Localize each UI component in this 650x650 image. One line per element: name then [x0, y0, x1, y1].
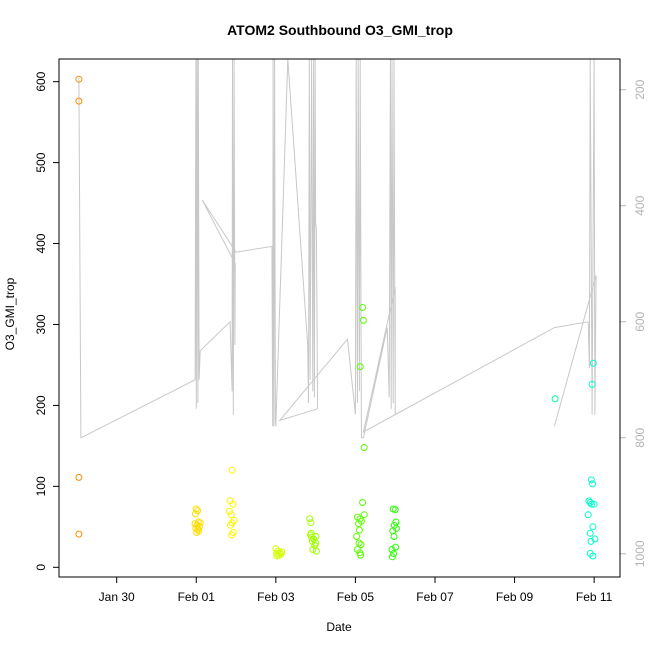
data-point	[359, 304, 367, 311]
data-point	[307, 519, 315, 527]
data-point	[278, 548, 286, 556]
right-tick-label: 600	[633, 311, 647, 331]
x-tick-label: Jan 30	[99, 590, 135, 604]
x-tick-label: Feb 09	[496, 590, 534, 604]
data-point	[391, 506, 399, 514]
data-point	[551, 395, 559, 403]
data-point	[356, 363, 364, 371]
data-point	[227, 521, 234, 529]
data-point	[193, 529, 201, 536]
y-tick-label: 100	[34, 476, 48, 496]
data-point	[196, 519, 204, 527]
data-point	[229, 500, 237, 508]
data-point	[75, 97, 83, 105]
data-point	[273, 552, 281, 560]
x-tick-label: Feb 11	[576, 590, 613, 604]
data-point	[586, 499, 594, 506]
data-point	[587, 500, 595, 508]
right-tick-label: 800	[633, 427, 647, 447]
data-point	[307, 529, 315, 537]
data-point	[586, 529, 594, 537]
data-point	[390, 533, 398, 540]
data-point	[587, 537, 595, 545]
y-tick-label: 600	[34, 71, 48, 91]
right-tick-label: 200	[633, 79, 647, 99]
data-point	[75, 473, 83, 481]
data-point	[312, 547, 320, 555]
data-point	[388, 546, 396, 553]
data-point	[587, 476, 595, 484]
flight-track-layer	[78, 58, 597, 439]
data-point	[590, 500, 598, 508]
data-point	[75, 530, 83, 538]
axes-layer: 0 100 200 300 400 500 600 Jan 30 Feb 01 Feb 03 Feb…	[34, 71, 647, 604]
data-point	[392, 543, 400, 551]
y-tick-label: 400	[34, 233, 48, 253]
data-point	[390, 550, 398, 557]
data-point	[227, 511, 235, 519]
points-layer	[75, 75, 599, 561]
plot-frame	[58, 58, 621, 578]
data-point	[309, 546, 317, 553]
data-point	[359, 316, 367, 324]
right-tick-label: 400	[633, 195, 647, 215]
data-point	[357, 551, 365, 559]
data-point	[589, 523, 597, 531]
data-point	[355, 539, 363, 547]
right-tick-label: 1000	[633, 540, 647, 567]
data-point	[360, 444, 368, 451]
data-point	[388, 553, 396, 561]
x-tick-label: Feb 05	[337, 590, 375, 604]
data-point	[192, 510, 199, 518]
data-point	[228, 531, 236, 539]
y-tick-label: 0	[34, 564, 48, 571]
data-point	[353, 533, 361, 540]
data-point	[584, 511, 592, 519]
data-point	[355, 526, 363, 534]
data-point	[589, 480, 596, 488]
y-tick-label: 200	[34, 395, 48, 415]
data-point	[589, 552, 597, 560]
chart-title: ATOM2 Southbound O3_GMI_trop	[227, 22, 453, 38]
data-point	[306, 515, 314, 523]
data-point	[312, 533, 320, 540]
data-point	[359, 499, 367, 506]
y-tick-label: 500	[34, 152, 48, 172]
data-point	[194, 525, 202, 533]
y-tick-label: 300	[34, 314, 48, 334]
data-point	[588, 380, 596, 388]
data-point	[228, 466, 236, 474]
data-point	[357, 541, 365, 549]
data-point	[355, 520, 363, 528]
y-axis-label: O3_GMI_trop	[3, 277, 17, 350]
data-point	[192, 505, 200, 513]
data-point	[360, 511, 368, 519]
x-tick-label: Feb 01	[178, 590, 216, 604]
x-tick-label: Feb 07	[416, 590, 454, 604]
x-axis-label: Date	[326, 620, 352, 634]
data-point	[308, 533, 316, 541]
data-point	[589, 359, 597, 367]
x-tick-label: Feb 03	[257, 590, 295, 604]
flight-track-line	[78, 58, 597, 439]
data-point	[75, 75, 83, 83]
